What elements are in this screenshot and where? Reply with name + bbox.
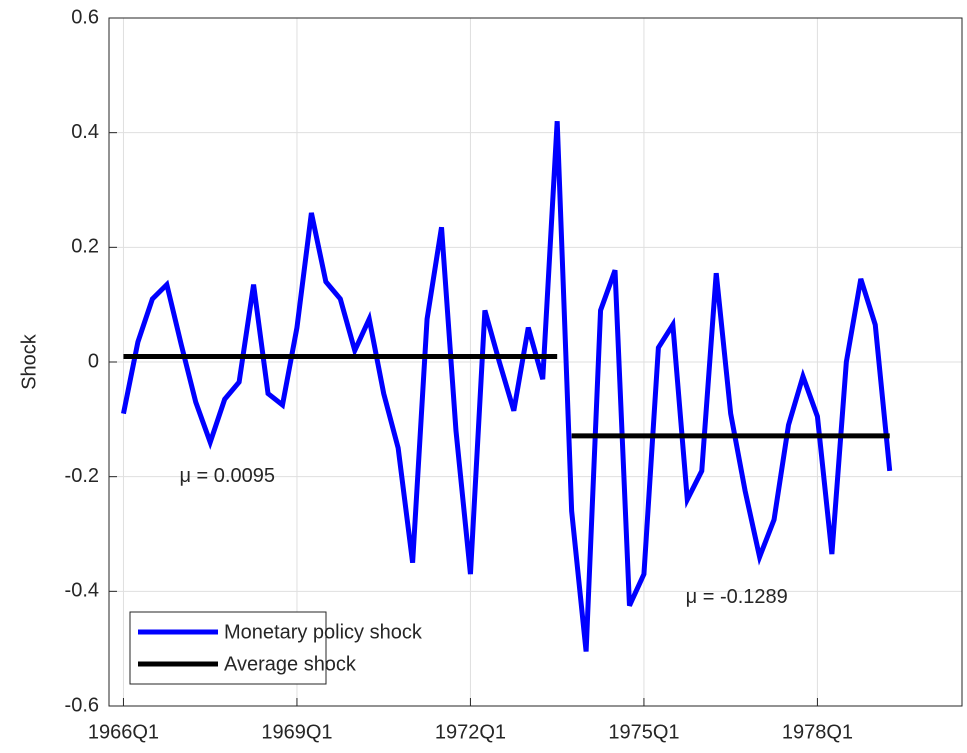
annotation: μ = -0.1289 <box>686 586 788 608</box>
legend-label: Monetary policy shock <box>224 621 423 643</box>
y-tick-label: 0.4 <box>71 121 99 143</box>
legend-label: Average shock <box>224 653 357 675</box>
x-tick-label: 1978Q1 <box>782 721 853 743</box>
x-tick-label: 1969Q1 <box>261 721 332 743</box>
y-axis-label: Shock <box>18 333 40 390</box>
annotation: μ = 0.0095 <box>179 465 275 487</box>
y-tick-label: -0.4 <box>65 580 99 602</box>
y-tick-label: -0.6 <box>65 694 99 716</box>
y-tick-label: 0.2 <box>71 236 99 258</box>
y-tick-label: -0.2 <box>65 465 99 487</box>
x-tick-label: 1966Q1 <box>88 721 159 743</box>
y-tick-label: 0.6 <box>71 6 99 28</box>
x-tick-label: 1972Q1 <box>435 721 506 743</box>
y-tick-label: 0 <box>88 350 99 372</box>
data-line <box>121 121 893 652</box>
x-tick-label: 1975Q1 <box>608 721 679 743</box>
legend-box <box>129 611 327 685</box>
plot-frame <box>108 17 963 707</box>
